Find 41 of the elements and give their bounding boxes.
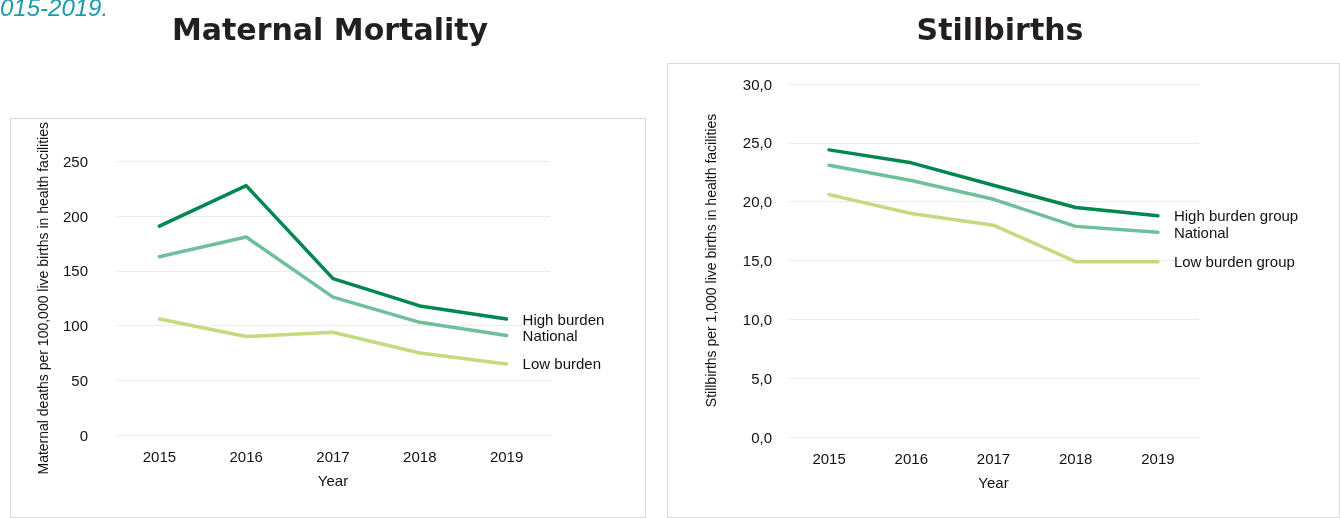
x-tick-label: 2016 [894, 450, 928, 467]
chart-title: Stillbirths [915, 12, 1085, 47]
x-tick-label: 2017 [976, 450, 1011, 467]
series-label: Low burden [522, 355, 602, 373]
x-axis-title: Year [317, 472, 349, 489]
y-tick-label: 150 [62, 262, 88, 280]
y-tick-label: 0 [79, 426, 88, 444]
line-series [157, 317, 509, 366]
y-axis-title: Stillbirths per 1,000 live births in health facilities [703, 113, 719, 408]
x-tick-label: 2015 [142, 448, 177, 465]
x-tick-label: 2019 [1141, 450, 1175, 467]
line-series [157, 183, 509, 321]
y-tick-label: 50 [71, 371, 88, 389]
y-tick-label: 5,0 [751, 369, 772, 387]
chart-title: Maternal Mortality [171, 12, 489, 47]
line-series [827, 192, 1160, 264]
line-series [827, 163, 1160, 235]
series-label: National [1173, 223, 1229, 241]
series-label: High burden [522, 310, 605, 328]
y-tick-label: 20,0 [742, 193, 772, 211]
y-tick-label: 30,0 [742, 75, 772, 93]
x-tick-label: 2019 [489, 448, 524, 465]
x-tick-label: 2017 [316, 448, 350, 465]
series-label: Low burden group [1173, 253, 1295, 271]
x-tick-label: 2018 [403, 448, 437, 465]
y-tick-label: 15,0 [742, 252, 772, 269]
line-series [157, 235, 509, 338]
y-tick-label: 100 [62, 317, 88, 335]
text: 015-2019. [0, 0, 109, 22]
y-tick-label: 250 [62, 153, 88, 171]
y-tick-label: 10,0 [742, 310, 772, 328]
x-tick-label: 2018 [1059, 450, 1093, 467]
x-tick-label: 2016 [229, 448, 263, 465]
line-series [827, 148, 1160, 218]
y-tick-label: 0,0 [751, 428, 772, 446]
y-tick-label: 200 [62, 207, 88, 225]
series-label: High burden group [1173, 207, 1299, 225]
y-axis-title: Maternal deaths per 100,000 live births in health facilities [35, 121, 52, 475]
x-tick-label: 2015 [812, 450, 846, 467]
x-axis-title: Year [978, 474, 1009, 491]
y-tick-label: 25,0 [742, 134, 772, 152]
